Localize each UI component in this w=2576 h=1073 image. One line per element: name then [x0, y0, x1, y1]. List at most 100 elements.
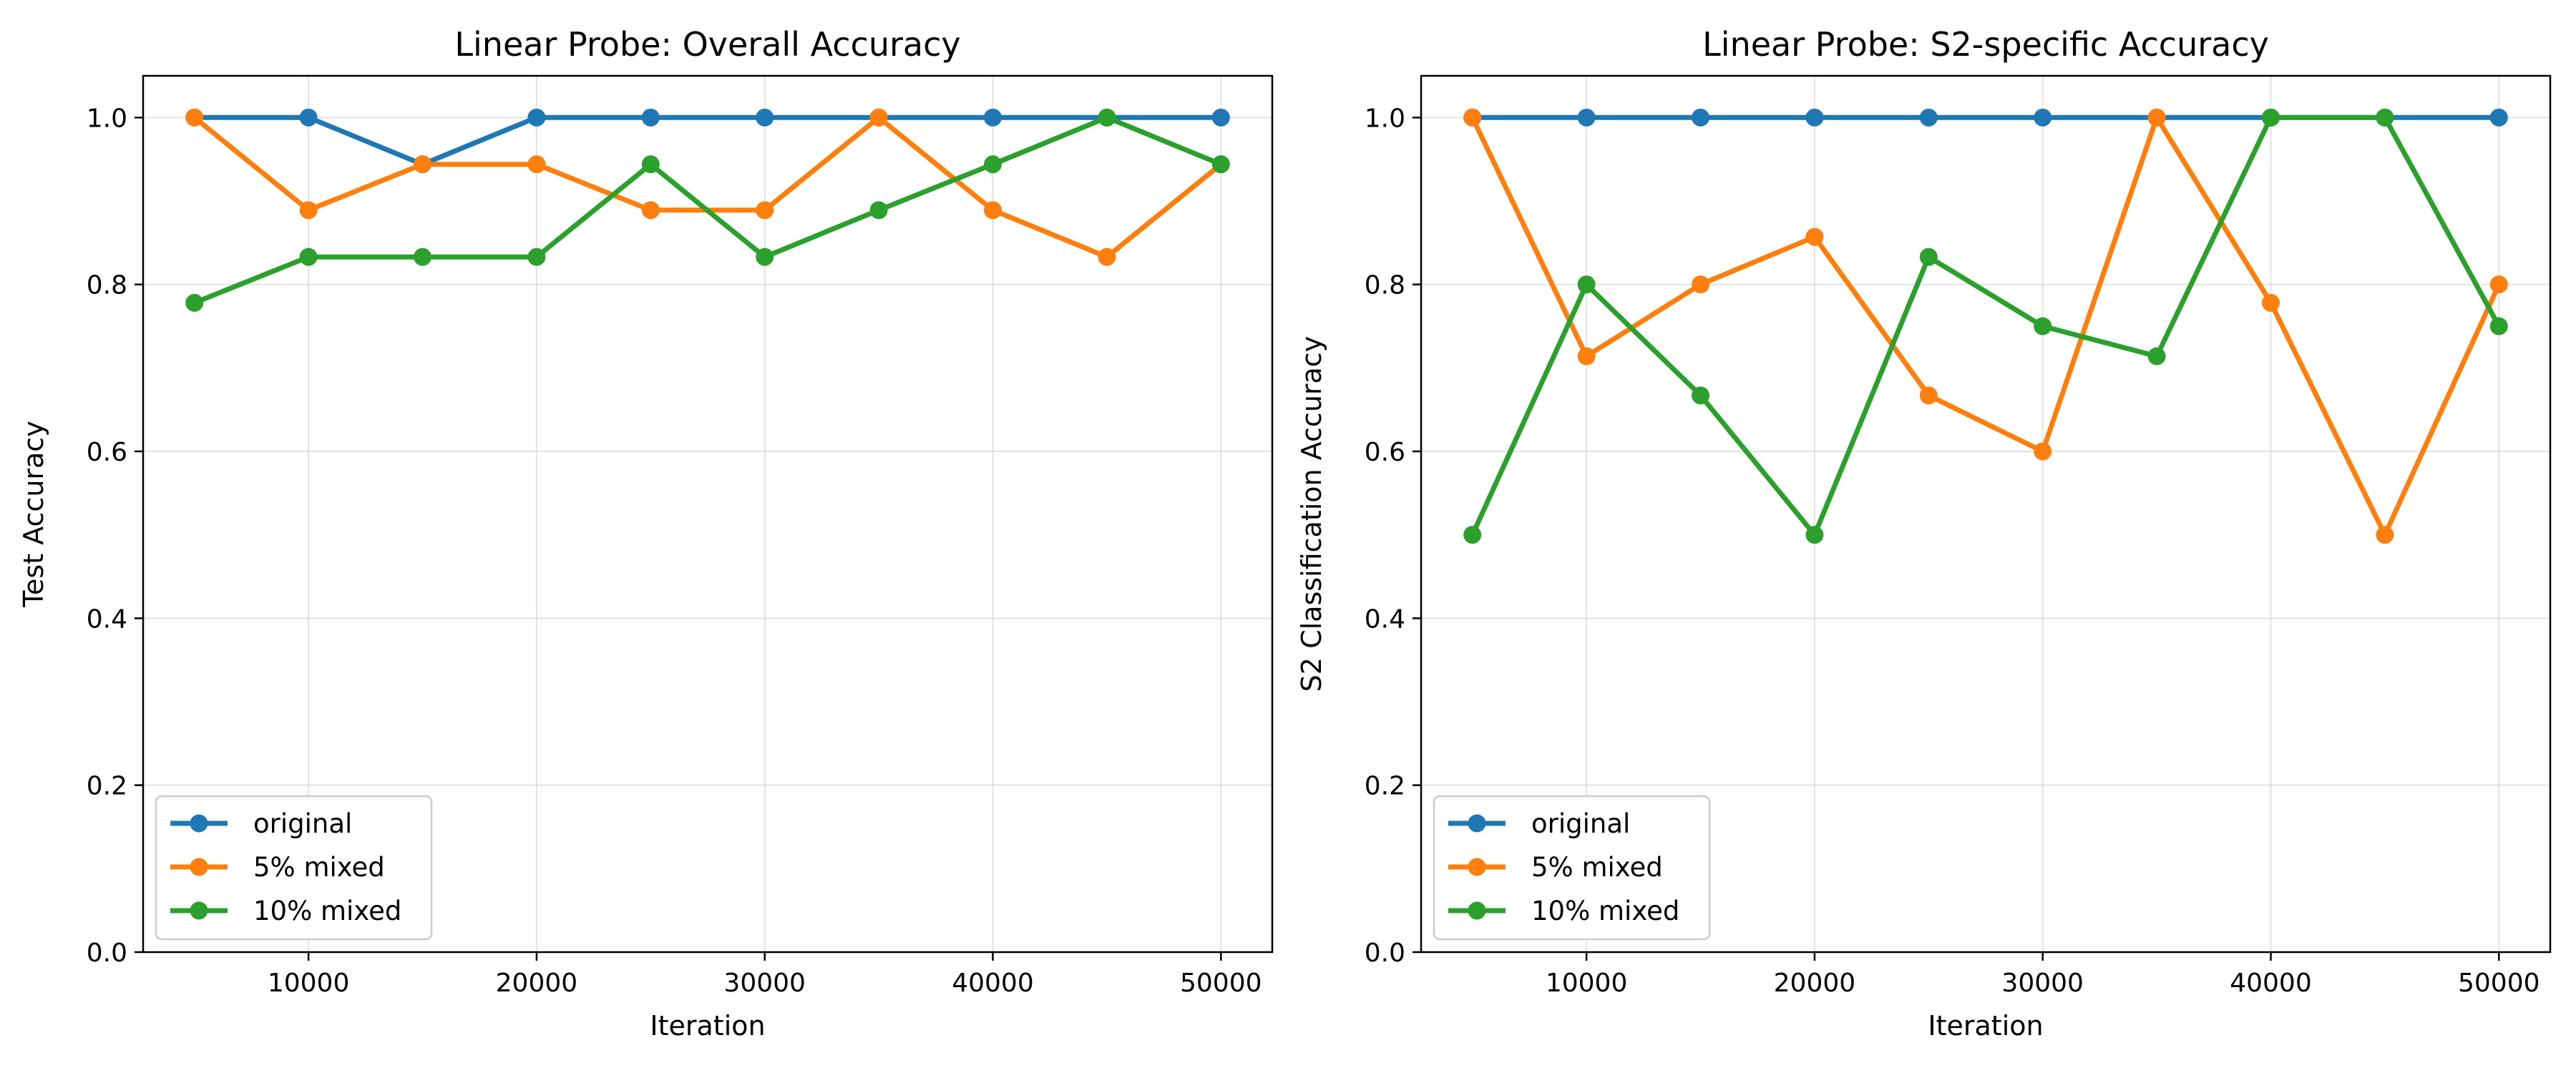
- data-point: [299, 201, 318, 220]
- y-tick-label: 0.2: [87, 772, 127, 801]
- y-tick-label: 0.8: [1365, 271, 1405, 300]
- x-axis-label: Iteration: [1928, 1010, 2043, 1042]
- data-point: [527, 155, 546, 174]
- data-point: [527, 248, 546, 266]
- data-point: [2147, 347, 2166, 366]
- x-tick-label: 10000: [1546, 969, 1628, 998]
- data-point: [2034, 108, 2052, 127]
- data-point: [1919, 386, 1938, 405]
- x-tick-label: 40000: [952, 969, 1034, 998]
- data-point: [641, 155, 660, 174]
- data-point: [1805, 108, 1824, 127]
- data-point: [1211, 108, 1230, 127]
- data-point: [1463, 108, 1482, 127]
- data-point: [527, 108, 546, 127]
- data-point: [414, 155, 432, 174]
- x-tick-label: 50000: [1180, 969, 1262, 998]
- axes-frame: [1420, 74, 2552, 954]
- data-point: [2489, 108, 2508, 127]
- data-point: [2034, 317, 2052, 335]
- data-point: [2147, 108, 2166, 127]
- data-point: [414, 248, 432, 266]
- data-point: [1692, 275, 1710, 294]
- data-point: [1463, 526, 1482, 544]
- data-point: [756, 248, 774, 266]
- subplot-s2-accuracy: 0.0 0.2 0.4 0.6 0.8 1.0 10000 20000 30000 40000 50…: [1296, 25, 2552, 1042]
- data-point: [1805, 227, 1824, 246]
- x-tick-label: 30000: [723, 969, 806, 998]
- axes-frame: [142, 74, 1274, 954]
- chart-title: Linear Probe: Overall Accuracy: [454, 25, 960, 64]
- data-point: [1098, 248, 1116, 266]
- data-point: [869, 201, 888, 220]
- data-point: [1919, 108, 1938, 127]
- x-tick-label: 40000: [2230, 969, 2312, 998]
- data-point: [185, 293, 204, 312]
- data-point: [1805, 526, 1824, 544]
- data-point: [756, 201, 774, 220]
- subplot-overall-accuracy: 0.0 0.2 0.4 0.6 0.8 1.0 10000 20000 30000 40000 50…: [18, 25, 1274, 1042]
- data-point: [641, 201, 660, 220]
- data-point: [983, 108, 1002, 127]
- x-tick-label: 20000: [1774, 969, 1856, 998]
- series-line-2: [191, 114, 1224, 306]
- data-point: [983, 155, 1002, 174]
- data-point: [1577, 108, 1596, 127]
- data-point: [1692, 386, 1710, 405]
- y-axis-label: Test Accuracy: [18, 421, 49, 607]
- data-point: [2376, 526, 2394, 544]
- data-point: [2261, 108, 2280, 127]
- data-point: [983, 201, 1002, 220]
- y-axis-label: S2 Classification Accuracy: [1296, 336, 1327, 692]
- data-point: [2489, 317, 2508, 335]
- data-point: [641, 108, 660, 127]
- y-tick-label: 1.0: [1365, 104, 1405, 133]
- legend-swatch-marker: [1468, 901, 1486, 920]
- data-point: [2376, 108, 2394, 127]
- legend-swatch-marker: [190, 814, 208, 833]
- y-tick-label: 0.6: [1365, 438, 1405, 467]
- legend-swatch-marker: [1468, 814, 1486, 833]
- y-tick-label: 0.2: [1365, 772, 1405, 801]
- legend-swatch-marker: [190, 901, 208, 920]
- y-tick-label: 0.4: [87, 604, 127, 634]
- series-line-2: [1469, 114, 2503, 539]
- y-tick-label: 1.0: [87, 104, 127, 133]
- y-tick-label: 0.6: [87, 438, 127, 467]
- legend-swatch-marker: [1468, 858, 1486, 876]
- y-tick-label: 0.4: [1365, 604, 1405, 634]
- series-line-0: [192, 114, 1224, 167]
- legend: original 5% mixed 10% mixed: [155, 795, 433, 941]
- legend-label: 10% mixed: [253, 896, 401, 926]
- y-tick-label: 0.0: [87, 939, 127, 968]
- legend-box: [155, 795, 433, 941]
- data-point: [869, 108, 888, 127]
- data-point: [1692, 108, 1710, 127]
- x-tick-label: 30000: [2001, 969, 2084, 998]
- data-point: [1577, 347, 1596, 366]
- data-point: [2261, 293, 2280, 312]
- y-tick-label: 0.8: [87, 271, 127, 300]
- legend-label: 5% mixed: [1531, 852, 1663, 883]
- data-point: [299, 248, 318, 266]
- data-point: [1577, 275, 1596, 294]
- legend-label: original: [1531, 808, 1630, 839]
- data-point: [1211, 155, 1230, 174]
- data-point: [1098, 108, 1116, 127]
- y-tick-label: 0.0: [1365, 939, 1405, 968]
- data-point: [1919, 248, 1938, 266]
- data-point: [185, 108, 204, 127]
- legend-swatch-marker: [190, 858, 208, 876]
- legend-label: 5% mixed: [253, 852, 385, 883]
- series-line-1: [1469, 114, 2502, 538]
- x-axis-label: Iteration: [650, 1010, 765, 1042]
- legend-label: 10% mixed: [1531, 896, 1679, 926]
- x-tick-label: 20000: [496, 969, 578, 998]
- data-point: [2489, 275, 2508, 294]
- data-point: [756, 108, 774, 127]
- data-point: [2034, 442, 2052, 461]
- legend: original 5% mixed 10% mixed: [1433, 795, 1711, 941]
- x-tick-label: 10000: [268, 969, 350, 998]
- x-tick-label: 50000: [2458, 969, 2540, 998]
